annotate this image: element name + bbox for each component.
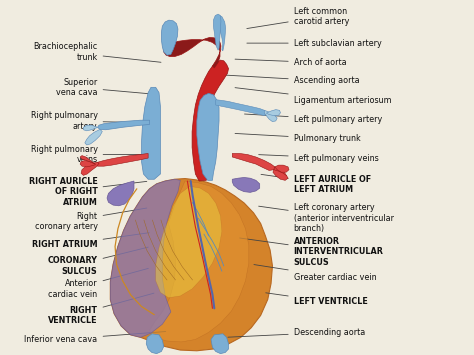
Polygon shape (110, 179, 180, 337)
Text: Anterior
cardiac vein: Anterior cardiac vein (48, 268, 148, 299)
Polygon shape (81, 162, 99, 175)
Text: LEFT VENTRICLE: LEFT VENTRICLE (266, 293, 367, 306)
Polygon shape (275, 165, 289, 172)
Polygon shape (273, 170, 288, 180)
Text: Right pulmonary
artery: Right pulmonary artery (31, 111, 145, 131)
Polygon shape (197, 93, 219, 180)
Polygon shape (142, 87, 160, 179)
Text: Superior
vena cava: Superior vena cava (56, 78, 154, 97)
Polygon shape (217, 16, 226, 51)
Polygon shape (98, 120, 150, 130)
Polygon shape (146, 334, 164, 354)
Polygon shape (274, 167, 287, 178)
Polygon shape (107, 181, 134, 206)
Text: RIGHT ATRIUM: RIGHT ATRIUM (32, 233, 149, 249)
Text: Greater cardiac vein: Greater cardiac vein (254, 264, 376, 282)
Polygon shape (192, 60, 228, 181)
Text: Ligamentum arteriosum: Ligamentum arteriosum (235, 88, 392, 105)
Text: RIGHT AURICLE
OF RIGHT
ATRIUM: RIGHT AURICLE OF RIGHT ATRIUM (29, 177, 147, 207)
Text: CORONARY
SULCUS: CORONARY SULCUS (47, 247, 148, 275)
Text: Left pulmonary artery: Left pulmonary artery (245, 114, 382, 124)
Polygon shape (150, 181, 249, 342)
Text: LEFT AURICLE OF
LEFT ATRIUM: LEFT AURICLE OF LEFT ATRIUM (261, 174, 371, 194)
Text: Right pulmonary
veins: Right pulmonary veins (31, 145, 145, 164)
Polygon shape (164, 38, 221, 68)
Text: Ascending aorta: Ascending aorta (226, 75, 359, 86)
Polygon shape (110, 179, 273, 351)
Polygon shape (83, 125, 98, 131)
Text: Left subclavian artery: Left subclavian artery (247, 39, 382, 48)
Polygon shape (266, 110, 281, 116)
Polygon shape (95, 153, 148, 166)
Text: Right
coronary artery: Right coronary artery (35, 208, 147, 231)
Polygon shape (213, 14, 221, 50)
Text: Inferior vena cava: Inferior vena cava (25, 332, 166, 344)
Polygon shape (211, 334, 228, 354)
Polygon shape (161, 20, 178, 55)
Polygon shape (80, 155, 95, 164)
Text: Arch of aorta: Arch of aorta (235, 58, 346, 67)
Text: ANTERIOR
INTERVENTRICULAR
SULCUS: ANTERIOR INTERVENTRICULAR SULCUS (240, 237, 383, 267)
Text: Pulmonary trunk: Pulmonary trunk (235, 133, 360, 143)
Text: Descending aorta: Descending aorta (228, 328, 365, 337)
Polygon shape (232, 153, 275, 170)
Polygon shape (80, 160, 95, 167)
Text: RIGHT
VENTRICLE: RIGHT VENTRICLE (48, 293, 154, 325)
Text: Left coronary artery
(anterior interventricular
branch): Left coronary artery (anterior intervent… (259, 203, 394, 233)
Polygon shape (232, 178, 260, 192)
Text: Left common
carotid artery: Left common carotid artery (247, 7, 349, 28)
Polygon shape (156, 186, 222, 298)
Text: Brachiocephalic
trunk: Brachiocephalic trunk (33, 42, 161, 62)
Polygon shape (85, 130, 102, 145)
Polygon shape (216, 100, 266, 116)
Polygon shape (264, 110, 277, 122)
Text: Left pulmonary veins: Left pulmonary veins (259, 154, 378, 163)
